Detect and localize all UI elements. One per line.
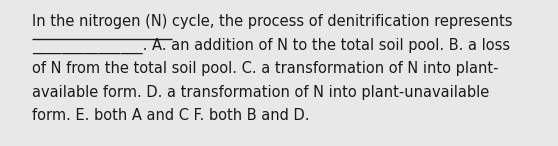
Text: In the nitrogen (N) cycle, the process of denitrification represents: In the nitrogen (N) cycle, the process o…: [32, 14, 512, 29]
Text: _______________. A. an addition of N to the total soil pool. B. a loss: _______________. A. an addition of N to …: [32, 38, 510, 54]
Text: of N from the total soil pool. C. a transformation of N into plant-: of N from the total soil pool. C. a tran…: [32, 61, 498, 76]
Text: form. E. both A and C F. both B and D.: form. E. both A and C F. both B and D.: [32, 108, 310, 123]
Text: available form. D. a transformation of N into plant-unavailable: available form. D. a transformation of N…: [32, 85, 489, 100]
